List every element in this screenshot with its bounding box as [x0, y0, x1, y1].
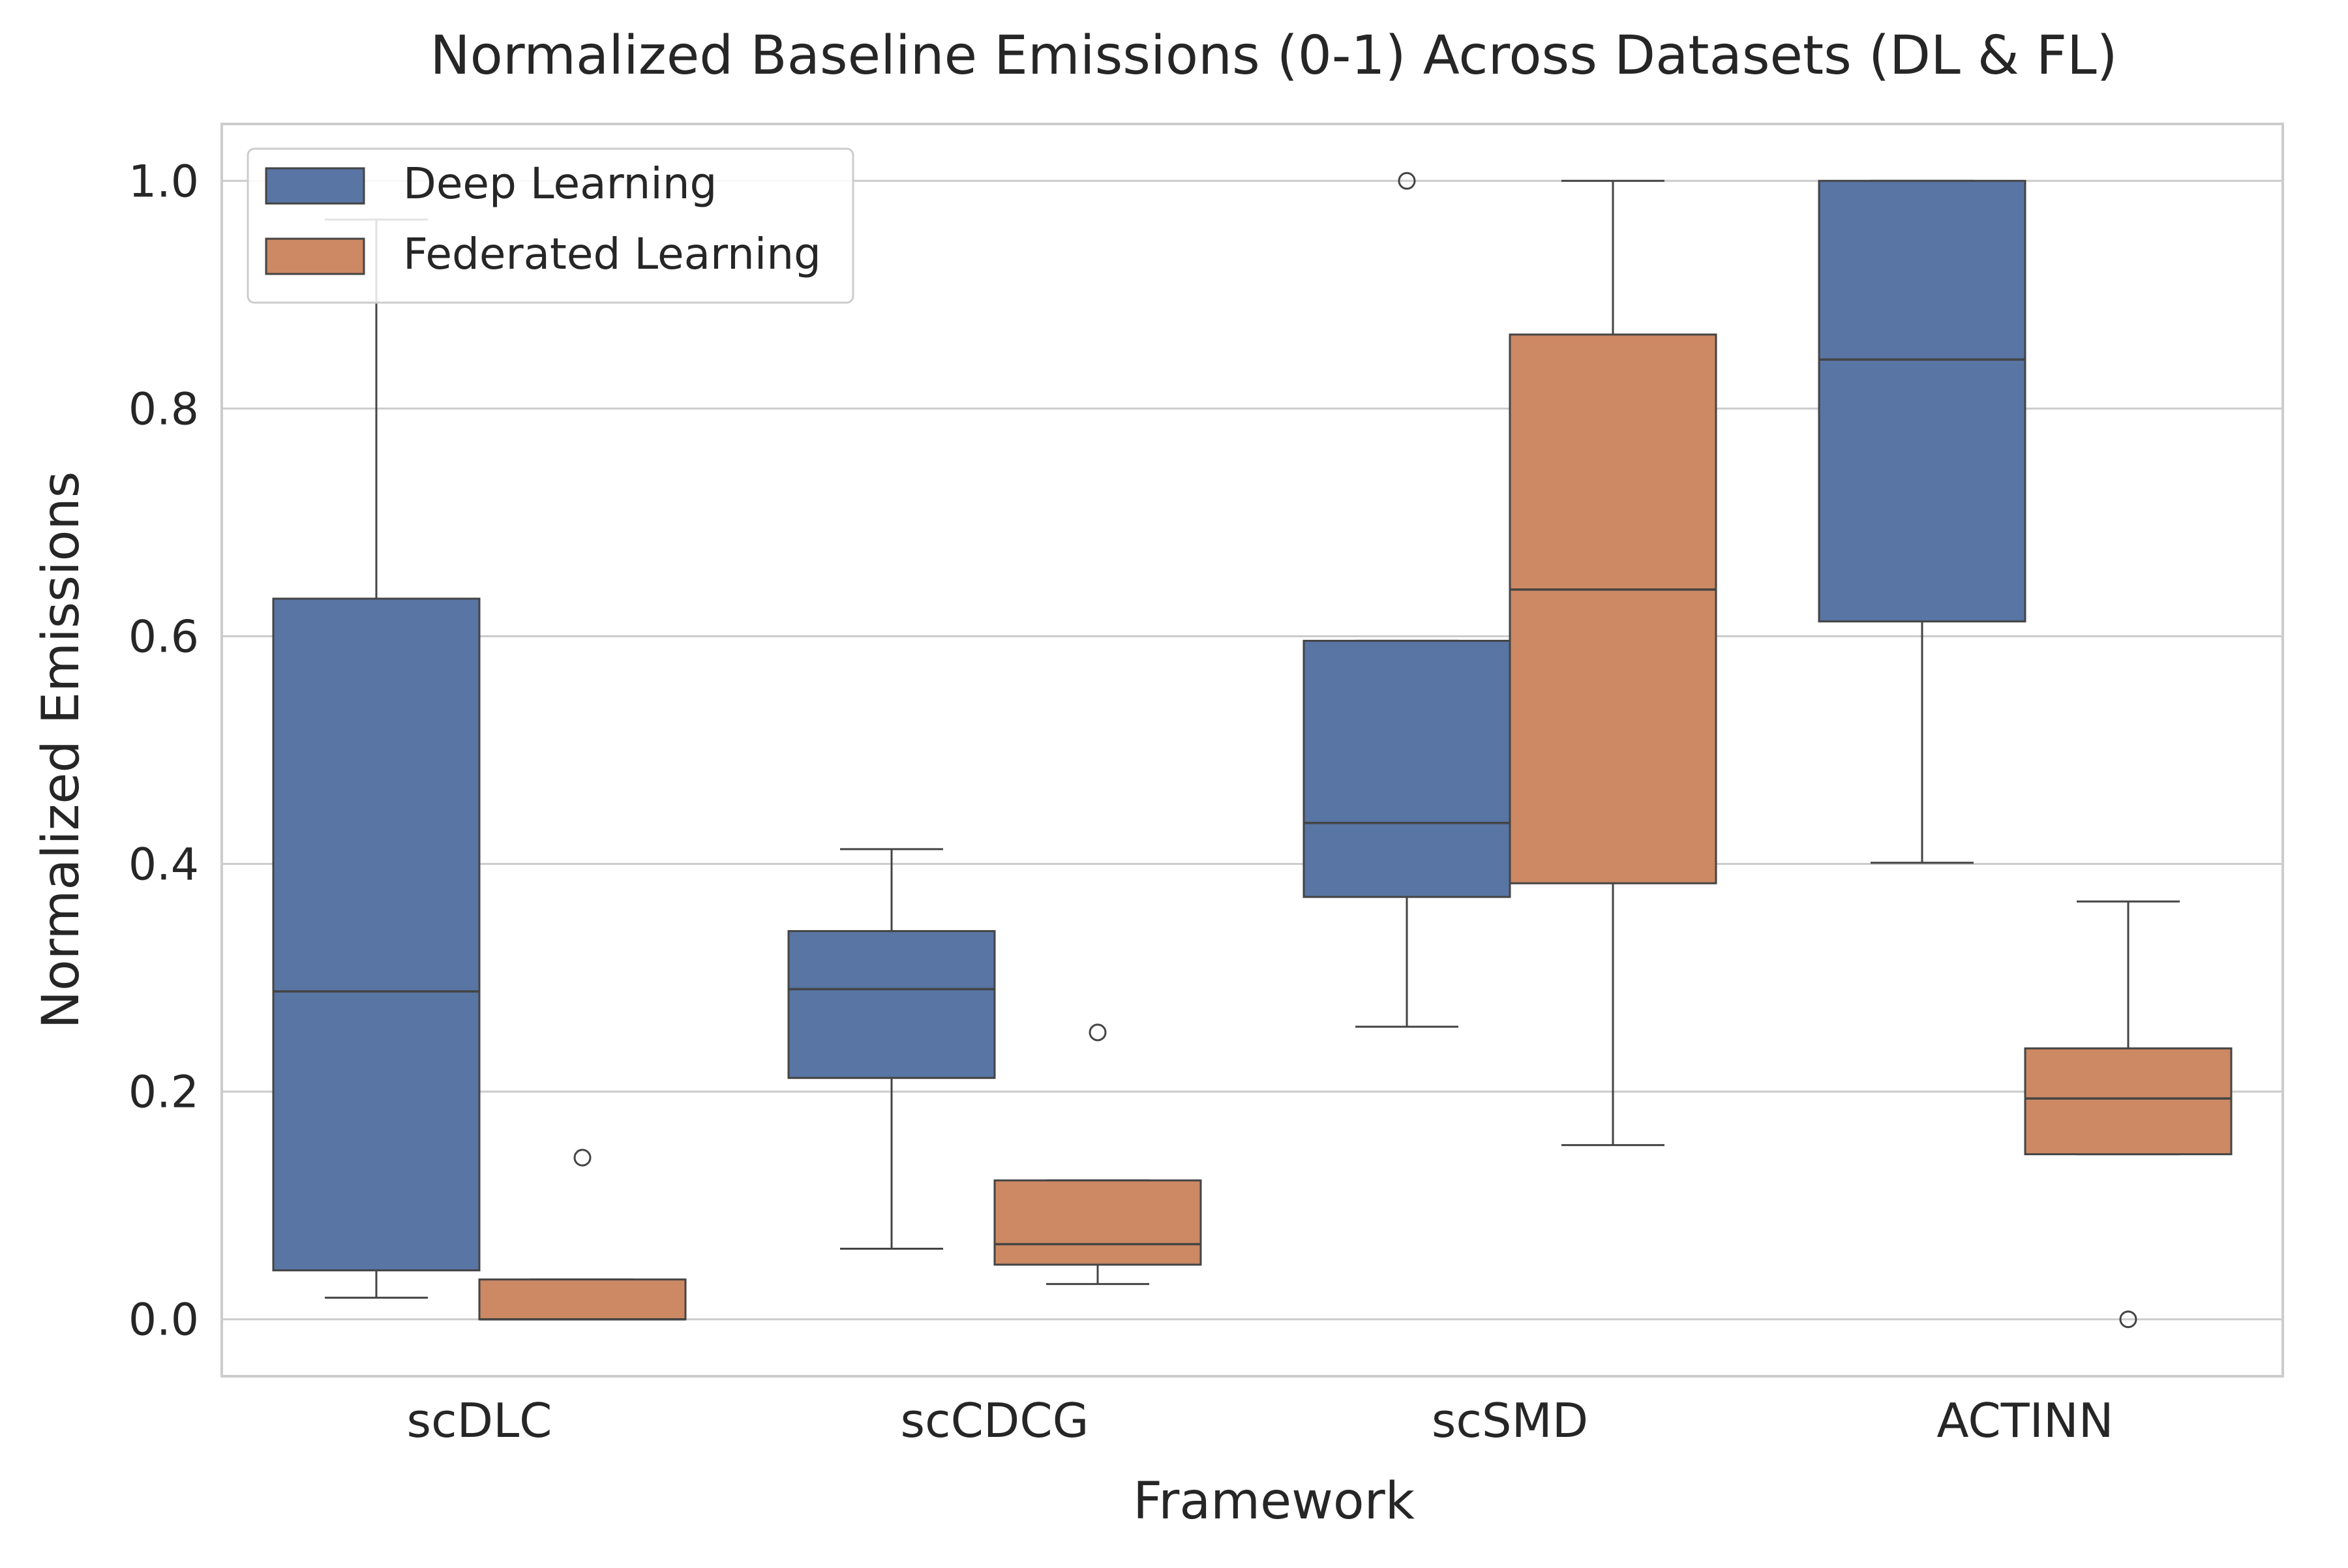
y-tick-label: 0.0 — [128, 1295, 199, 1346]
x-tick-label: scDLC — [407, 1393, 552, 1448]
legend-swatch-deep-learning — [265, 167, 365, 205]
box-deep-learning-sccdcg — [787, 930, 996, 1079]
outlier-deep-learning-scsmd — [1398, 172, 1416, 190]
chart-title: Normalized Baseline Emissions (0-1) Acro… — [430, 25, 2117, 87]
x-tick-label: scCDCG — [901, 1393, 1089, 1448]
box-federated-learning-scsmd — [1509, 333, 1717, 884]
x-tick-label: scSMD — [1432, 1393, 1588, 1448]
y-tick-label: 0.2 — [128, 1067, 199, 1119]
y-tick-label: 0.6 — [128, 611, 199, 663]
x-axis-label: Framework — [1133, 1472, 1415, 1531]
y-tick-label: 0.4 — [128, 839, 199, 891]
y-axis-label: Normalized Emissions — [32, 472, 91, 1029]
outlier-federated-learning-actinn — [2119, 1310, 2137, 1329]
box-federated-learning-sccdcg — [993, 1179, 1202, 1266]
boxes — [272, 172, 2233, 1329]
legend-label-deep-learning: Deep Learning — [403, 158, 717, 209]
x-tick-label: ACTINN — [1936, 1393, 2113, 1448]
box-deep-learning-scdlc — [272, 597, 481, 1272]
legend-swatch-federated-learning — [265, 237, 365, 275]
legend-label-federated-learning: Federated Learning — [403, 229, 821, 279]
y-tick-label: 1.0 — [128, 156, 199, 207]
outlier-federated-learning-sccdcg — [1089, 1023, 1107, 1042]
box-federated-learning-actinn — [2024, 1047, 2233, 1156]
y-tick-label: 0.8 — [128, 384, 199, 435]
box-deep-learning-scsmd — [1302, 639, 1511, 898]
y-axis-ticks: 0.0 0.2 0.4 0.6 0.8 1.0 — [128, 156, 199, 1346]
box-federated-learning-scdlc — [478, 1278, 687, 1321]
outlier-federated-learning-scdlc — [573, 1149, 592, 1167]
box-deep-learning-actinn — [1818, 179, 2026, 623]
x-axis-ticks: scDLC scCDCG scSMD ACTINN — [407, 1393, 2114, 1448]
legend: Deep Learning Federated Learning — [247, 147, 854, 304]
legend-frame — [247, 147, 854, 304]
plot-frame — [220, 123, 2284, 1378]
